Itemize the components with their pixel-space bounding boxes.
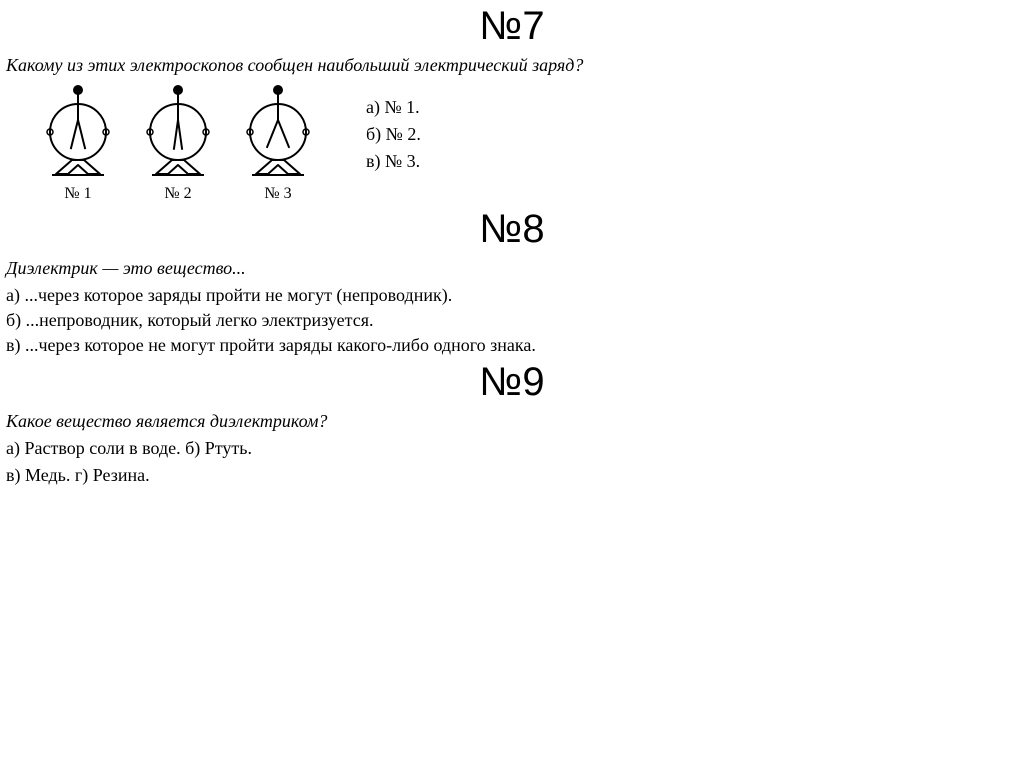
electroscope-3: № 3 xyxy=(230,82,326,203)
electroscope-1-svg xyxy=(30,82,126,178)
electroscope-2-svg xyxy=(130,82,226,178)
q7-body: № 1 № 2 № 3 а) № 1. б) № 2. в) № 3. xyxy=(30,82,1024,203)
electroscope-3-label: № 3 xyxy=(230,185,326,203)
q7-question: Какому из этих электроскопов сообщен наи… xyxy=(6,55,1018,76)
q7-answer-a: а) № 1. xyxy=(366,94,421,121)
electroscope-2: № 2 xyxy=(130,82,226,203)
q9-question: Какое вещество является диэлектриком? xyxy=(6,411,1018,432)
q7-answer-c: в) № 3. xyxy=(366,148,421,175)
q9-heading: №9 xyxy=(0,360,1024,405)
q9-answers-line2: в) Медь. г) Резина. xyxy=(6,465,1018,486)
q8-heading: №8 xyxy=(0,207,1024,252)
q8-answer-c: в) ...через которое не могут пройти заря… xyxy=(6,335,1018,356)
q8-question: Диэлектрик — это вещество... xyxy=(6,258,1018,279)
q7-heading: №7 xyxy=(0,4,1024,49)
electroscope-1: № 1 xyxy=(30,82,126,203)
q7-answer-b: б) № 2. xyxy=(366,121,421,148)
q9-answers-line1: а) Раствор соли в воде. б) Ртуть. xyxy=(6,438,1018,459)
q8-answer-a: а) ...через которое заряды пройти не мог… xyxy=(6,285,1018,306)
q7-answers: а) № 1. б) № 2. в) № 3. xyxy=(366,94,421,175)
q8-answer-b: б) ...непроводник, который легко электри… xyxy=(6,310,1018,331)
electroscope-2-label: № 2 xyxy=(130,185,226,203)
electroscope-3-svg xyxy=(230,82,326,178)
electroscope-1-label: № 1 xyxy=(30,185,126,203)
q7-diagram-row: № 1 № 2 № 3 xyxy=(30,82,326,203)
